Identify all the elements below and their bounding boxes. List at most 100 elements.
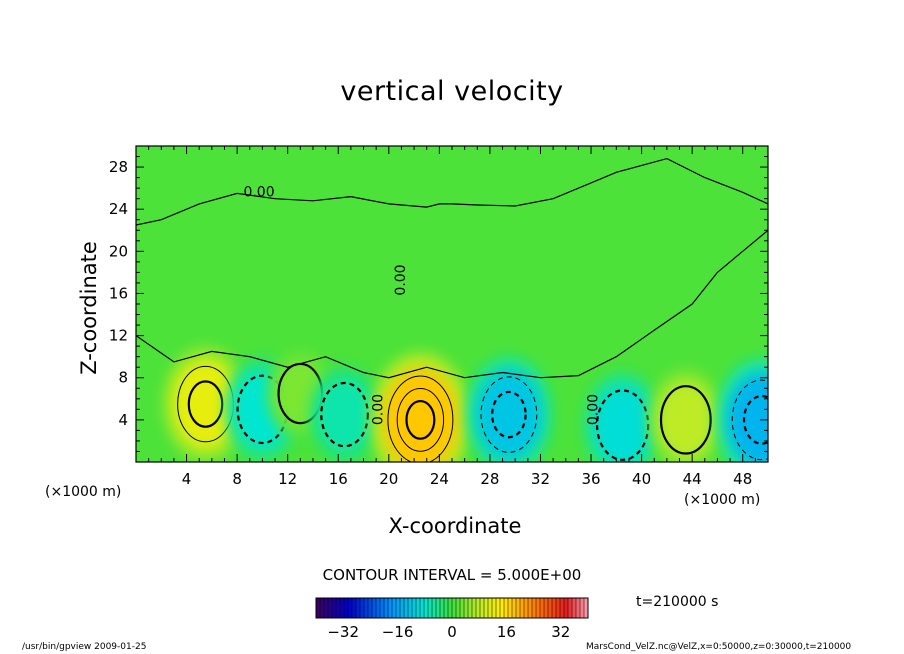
colorbar-segment-40: [476, 598, 481, 618]
colorbar-segment-49: [512, 598, 517, 618]
colorbar-segment-32: [444, 598, 449, 618]
colorbar-segment-29: [432, 598, 437, 618]
x-tick-label-40: 40: [632, 470, 651, 488]
colorbar-segment-53: [528, 598, 533, 618]
y-tick-label-20: 20: [109, 242, 128, 260]
colorbar-segment-16: [380, 598, 385, 618]
colorbar-segment-63: [568, 598, 573, 618]
y-tick-label-16: 16: [109, 284, 128, 302]
feature-core-0: [172, 359, 239, 449]
footer-right-text: MarsCond_VelZ.nc@VelZ,x=0:50000,z=0:3000…: [586, 642, 852, 652]
colorbar-segment-51: [520, 598, 525, 618]
colorbar-segment-44: [492, 598, 497, 618]
colorbar-segment-0: [316, 598, 321, 618]
colorbar-segment-34: [452, 598, 457, 618]
x-tick-label-48: 48: [733, 470, 752, 488]
colorbar-tick-label-1: −16: [382, 623, 414, 641]
colorbar-segment-67: [584, 598, 589, 618]
x-tick-label-32: 32: [531, 470, 550, 488]
y-tick-label-12: 12: [109, 327, 128, 345]
x-tick-label-44: 44: [683, 470, 702, 488]
zero-contour-label-0: 0.00: [243, 185, 274, 201]
x-tick-label-4: 4: [182, 470, 192, 488]
colorbar-segment-36: [460, 598, 465, 618]
colorbar-segment-15: [376, 598, 381, 618]
colorbar-segment-62: [564, 598, 569, 618]
x-axis-label: X-coordinate: [388, 514, 522, 538]
colorbar-segment-31: [440, 598, 445, 618]
x-unit-label-left: (×1000 m): [45, 484, 122, 500]
zero-contour-label-1: 0.00: [393, 264, 409, 295]
colorbar-segment-10: [356, 598, 361, 618]
colorbar-segment-66: [580, 598, 585, 618]
contour-ring-4-3: [405, 399, 436, 440]
colorbar-tick-label-3: 16: [497, 623, 516, 641]
colorbar-segment-38: [468, 598, 473, 618]
feature-core-4: [382, 368, 459, 462]
x-tick-label-20: 20: [379, 470, 398, 488]
colorbar-segment-9: [352, 598, 357, 618]
colorbar-segment-42: [484, 598, 489, 618]
contour-ring-0-2: [187, 380, 224, 428]
colorbar-segment-12: [364, 598, 369, 618]
colorbar-frame: [315, 597, 589, 619]
colorbar-segment-11: [360, 598, 365, 618]
feature-core-8: [727, 373, 768, 462]
contour-ring-8-1: [731, 379, 768, 461]
x-tick-label-12: 12: [278, 470, 297, 488]
colorbar-segment-28: [428, 598, 433, 618]
colorbar-segment-37: [464, 598, 469, 618]
colorbar-segment-48: [508, 598, 513, 618]
colorbar-segment-23: [408, 598, 413, 618]
colorbar-segment-13: [368, 598, 373, 618]
y-tick-label-4: 4: [118, 411, 128, 429]
contour-ring-3-1: [320, 381, 369, 448]
feature-core-3: [317, 377, 372, 452]
colorbar-segment-61: [560, 598, 565, 618]
colorbar-segment-60: [556, 598, 561, 618]
y-tick-label-28: 28: [109, 158, 128, 176]
colorbar-segment-52: [524, 598, 529, 618]
colorbar-segment-65: [576, 598, 581, 618]
colorbar-tick-label-4: 32: [551, 623, 570, 641]
colorbar-segment-26: [420, 598, 425, 618]
colorbar-segment-56: [540, 598, 545, 618]
colorbar-segment-27: [424, 598, 429, 618]
contour-ring-7-1: [659, 385, 712, 455]
time-label: t=210000 s: [636, 594, 719, 610]
contour-ring-4-1: [387, 375, 454, 462]
colorbar-segment-5: [336, 598, 341, 618]
x-tick-label-8: 8: [232, 470, 242, 488]
colorbar-segment-50: [516, 598, 521, 618]
contour-ring-5-2: [491, 390, 527, 439]
colorbar-segment-1: [320, 598, 325, 618]
colorbar-segment-8: [348, 598, 353, 618]
colorbar-segment-45: [496, 598, 501, 618]
heatmap-cells: 0.00 0.00 0.00 0.00: [136, 157, 768, 462]
x-tick-label-16: 16: [329, 470, 348, 488]
feature-core-7: [656, 380, 716, 460]
colorbar-segment-25: [416, 598, 421, 618]
colorbar-segment-59: [552, 598, 557, 618]
colorbar-segment-6: [340, 598, 345, 618]
colorbar-segment-17: [384, 598, 389, 618]
zero-contour-label-2: 0.00: [370, 394, 386, 425]
zero-contour-lower: [136, 229, 768, 379]
colorbar-segment-43: [488, 598, 493, 618]
colorbar-segment-21: [400, 598, 405, 618]
x-tick-label-24: 24: [430, 470, 449, 488]
colorbar-segment-58: [548, 598, 553, 618]
colorbar-segment-41: [480, 598, 485, 618]
colorbar-segment-35: [456, 598, 461, 618]
feature-core-6: [592, 384, 653, 462]
contour-ring-4-2: [396, 388, 445, 452]
colorbar-segment-3: [328, 598, 333, 618]
y-axis-label: Z-coordinate: [77, 241, 101, 375]
colorbar-segment-46: [500, 598, 505, 618]
colorbar-segment-57: [544, 598, 549, 618]
zero-contour-label-3: 0.00: [585, 394, 601, 425]
colorbar-segment-22: [404, 598, 409, 618]
zero-contour-upper: [136, 157, 768, 226]
y-tick-label-24: 24: [109, 200, 128, 218]
contour-interval-label: CONTOUR INTERVAL = 5.000E+00: [322, 566, 582, 584]
